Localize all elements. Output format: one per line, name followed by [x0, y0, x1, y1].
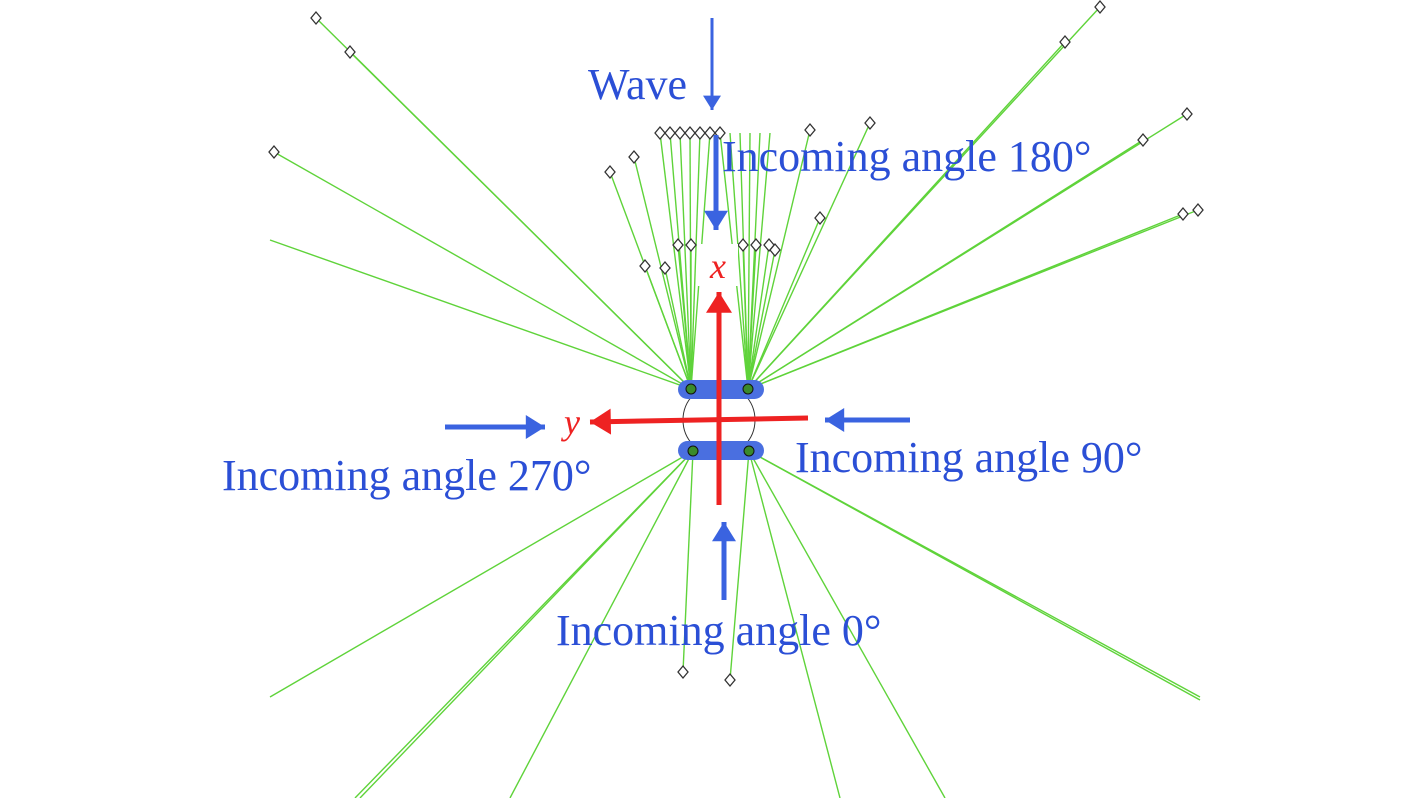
wave-arrow-head	[703, 95, 721, 110]
mooring-line	[747, 132, 751, 390]
mooring-line	[633, 156, 692, 390]
anchor-icon	[654, 125, 666, 141]
anchor-icon	[664, 125, 676, 141]
anchor-icon	[1137, 132, 1149, 148]
y-axis-arrow-head	[590, 408, 612, 435]
anchor-icon	[804, 122, 816, 138]
anchor-icon	[1094, 0, 1106, 15]
anchor-icon	[1192, 202, 1204, 218]
arrow-180-head	[704, 210, 728, 230]
anchor-icon	[310, 10, 322, 26]
wave-label: Wave	[588, 60, 687, 109]
mooring-line	[659, 132, 692, 390]
anchor-icon	[674, 125, 686, 141]
anchor-icon	[864, 115, 876, 131]
anchor-icon	[628, 149, 640, 165]
mooring-line	[747, 249, 776, 390]
anchor-icon	[684, 125, 696, 141]
anchors	[268, 0, 1204, 688]
anchor-icon	[750, 237, 762, 253]
anchor-icon	[704, 125, 716, 141]
angle-90-label: Incoming angle 90°	[795, 433, 1143, 482]
arrow-90-head	[825, 408, 845, 432]
mooring-line	[677, 244, 692, 390]
mooring-line	[269, 450, 694, 698]
angle-0-label: Incoming angle 0°	[556, 606, 882, 655]
mooring-line	[748, 450, 946, 798]
y-axis-arrow	[589, 415, 809, 425]
mooring-line	[747, 209, 1199, 390]
anchor-icon	[685, 237, 697, 253]
mooring-line	[748, 450, 841, 798]
anchor-icon	[659, 260, 671, 276]
mooring-line	[509, 450, 694, 798]
mooring-line	[747, 129, 811, 390]
fairlead	[743, 445, 755, 457]
mooring-line	[690, 132, 701, 390]
fairlead	[687, 445, 699, 457]
arrow-0-head	[712, 522, 736, 542]
mooring-line	[644, 265, 692, 390]
x-label-box	[698, 244, 738, 286]
anchor-icon	[672, 237, 684, 253]
anchor-icon	[724, 672, 736, 688]
anchor-icon	[268, 144, 280, 160]
mooring-lines	[269, 6, 1201, 798]
x-axis-arrow-head	[706, 292, 732, 313]
arrow-270-head	[525, 415, 545, 439]
fairlead	[685, 383, 697, 395]
mooring-line	[742, 244, 749, 390]
anchor-icon	[344, 44, 356, 60]
mooring-line	[359, 450, 694, 798]
axis-x-label: x	[709, 246, 726, 286]
mooring-line	[682, 450, 694, 673]
mooring-line	[729, 132, 749, 390]
anchor-icon	[604, 164, 616, 180]
anchor-icon	[677, 664, 689, 680]
mooring-line	[269, 239, 692, 390]
anchor-icon	[1181, 106, 1193, 122]
mooring-line	[747, 244, 757, 390]
mooring-line	[273, 151, 692, 390]
mooring-line	[729, 450, 750, 681]
mooring-line	[748, 450, 1201, 701]
anchor-icon	[737, 237, 749, 253]
mooring-line	[747, 217, 821, 390]
anchor-icon	[1059, 34, 1071, 50]
mooring-line	[349, 51, 692, 390]
anchor-icon	[1177, 206, 1189, 222]
mooring-line	[679, 132, 692, 390]
mooring-line	[747, 122, 871, 390]
arrows	[445, 18, 910, 600]
mooring-line	[747, 41, 1066, 390]
axis-y-label: y	[561, 402, 580, 442]
mooring-line	[664, 267, 692, 390]
mooring-line	[747, 244, 770, 390]
anchor-icon	[814, 210, 826, 226]
mooring-line	[747, 139, 1144, 390]
fairlead	[742, 383, 754, 395]
mooring-line	[747, 132, 771, 390]
angle-270-label: Incoming angle 270°	[222, 451, 592, 500]
angle-180-label: Incoming angle 180°	[722, 132, 1092, 181]
anchor-icon	[694, 125, 706, 141]
anchor-icon	[639, 258, 651, 274]
anchor-icon	[763, 237, 775, 253]
